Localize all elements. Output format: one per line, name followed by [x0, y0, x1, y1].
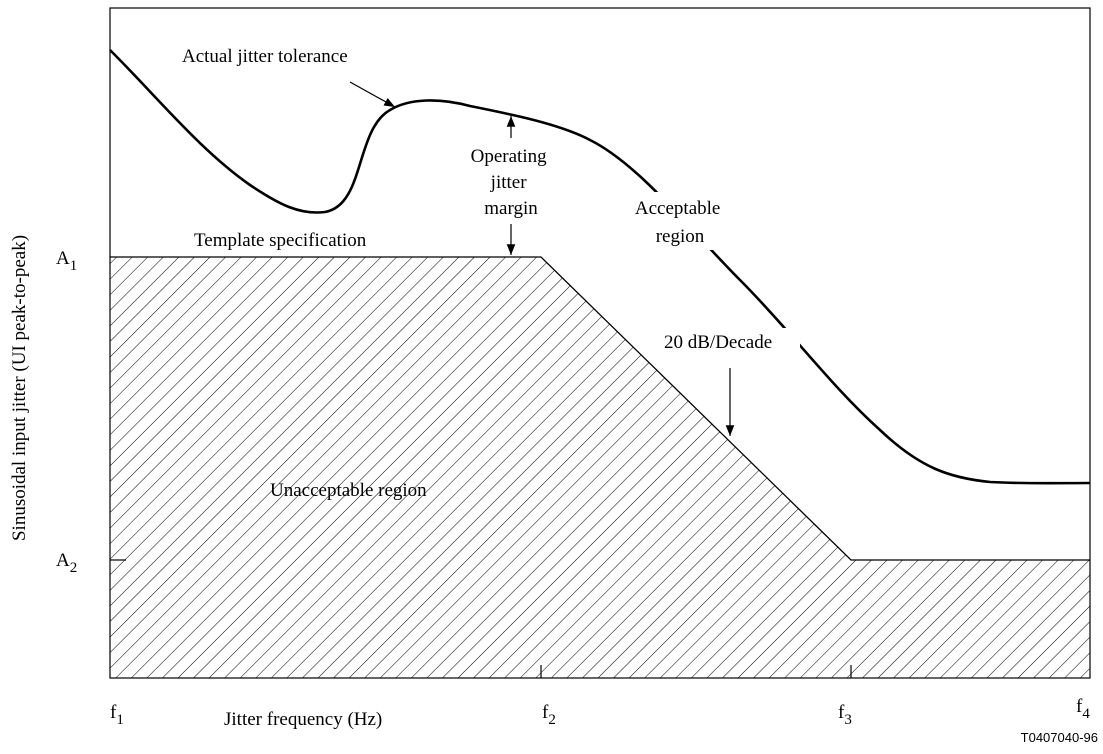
- annotation: Operating jitter margin: [471, 146, 552, 219]
- tick-sub: 1: [116, 712, 124, 728]
- tick-sub: 1: [70, 258, 78, 274]
- figure-code: T0407040-96: [1021, 730, 1098, 745]
- y-tick-label: A1: [56, 248, 77, 274]
- tick-sub: 4: [1082, 706, 1090, 722]
- tick-base: f: [1076, 696, 1083, 717]
- x-tick-label: f3: [838, 702, 852, 728]
- tick-base: A: [56, 550, 70, 571]
- x-tick-label: f4: [1076, 696, 1090, 722]
- annotation: Acceptable region: [635, 198, 725, 247]
- annotation: Actual jitter tolerance: [182, 46, 348, 67]
- tick-base: A: [56, 248, 70, 269]
- tick-sub: 2: [70, 560, 78, 576]
- y-axis-label: Sinusoidal input jitter (UI peak-to-peak…: [9, 235, 30, 541]
- jitter-tolerance-curve: [109, 49, 1091, 485]
- x-axis-label: Jitter frequency (Hz): [224, 709, 382, 730]
- annotation: Unacceptable region: [270, 480, 427, 501]
- tick-sub: 2: [548, 712, 556, 728]
- annotation: Template specification: [194, 230, 367, 251]
- annotation-line: region: [656, 226, 705, 247]
- unacceptable-region: [110, 257, 1090, 678]
- y-tick-label: A2: [56, 550, 77, 576]
- annotation-line: margin: [484, 198, 538, 219]
- annotation: 20 dB/Decade: [664, 332, 772, 353]
- annotation-line: jitter: [490, 172, 528, 193]
- tick-base: f: [838, 702, 845, 723]
- x-tick-label: f1: [110, 702, 124, 728]
- label-background: [660, 328, 800, 354]
- annotation-line: Acceptable: [635, 198, 720, 219]
- tick-base: f: [110, 702, 117, 723]
- tick-base: f: [542, 702, 549, 723]
- label-background: [630, 192, 730, 250]
- arrow: [349, 81, 396, 108]
- tick-sub: 3: [844, 712, 852, 728]
- x-tick-label: f2: [542, 702, 556, 728]
- template-line: [110, 256, 1090, 561]
- annotation-line: Operating: [471, 146, 547, 167]
